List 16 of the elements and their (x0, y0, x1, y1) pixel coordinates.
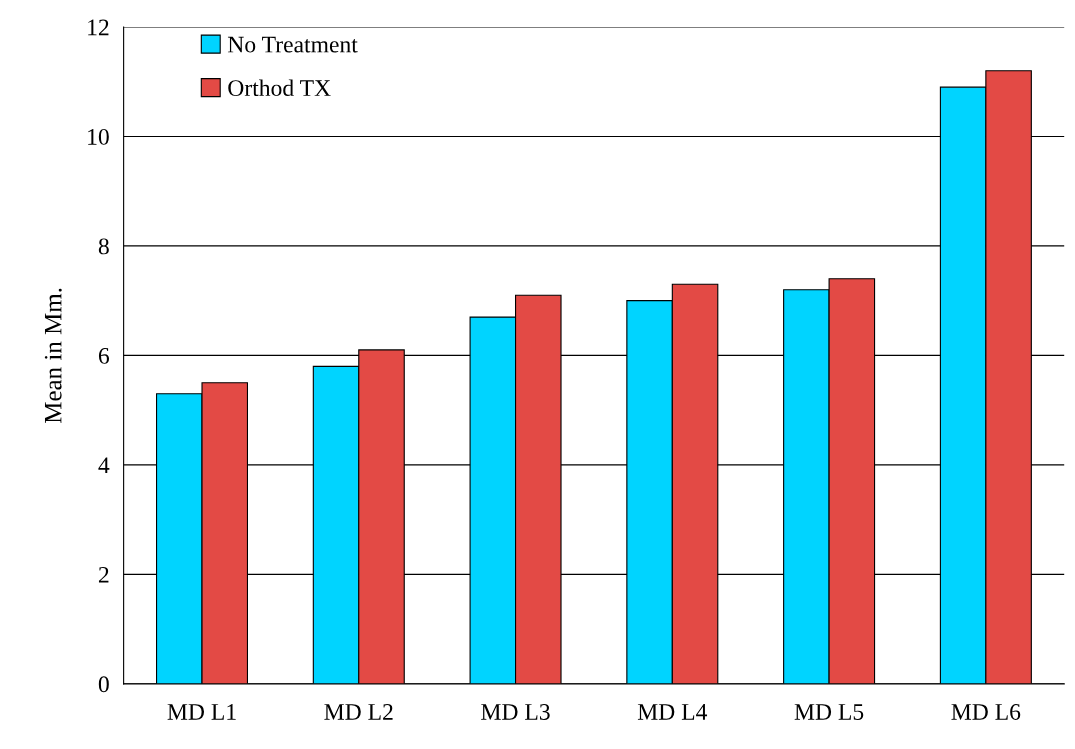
y-axis-title: Mean in Mm. (44, 288, 62, 424)
x-tick-label: MD L5 (794, 704, 864, 720)
x-tick-label: MD L3 (481, 704, 550, 720)
legend-label: No Treatment (227, 36, 358, 53)
x-tick-label: MD L1 (167, 704, 236, 720)
y-tick-label: 6 (98, 347, 110, 364)
legend-label: Orthod TX (228, 79, 331, 97)
y-tick-label: 12 (88, 19, 109, 36)
x-tick-label: MD L4 (637, 704, 708, 720)
y-tick-label: 4 (98, 457, 110, 474)
x-tick-label: MD L2 (324, 704, 393, 720)
y-tick-label: 0 (98, 676, 109, 693)
y-tick-label: 8 (98, 238, 109, 255)
y-tick-label: 2 (98, 566, 109, 583)
y-tick-label: 10 (88, 128, 109, 145)
x-tick-label: MD L6 (951, 704, 1021, 720)
